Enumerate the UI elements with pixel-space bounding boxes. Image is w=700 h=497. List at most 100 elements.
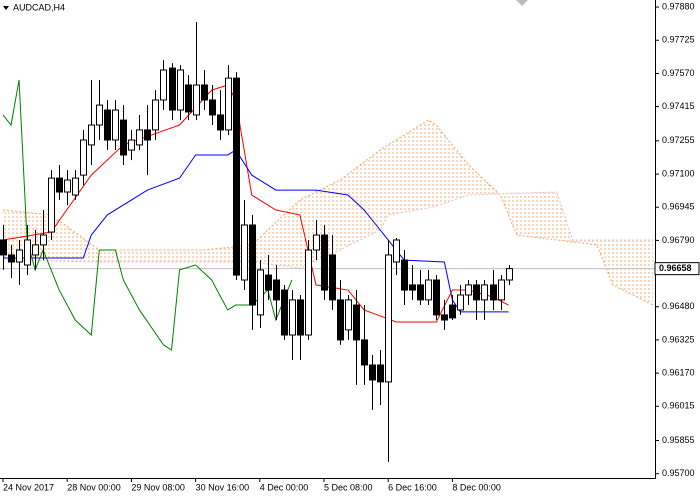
cloud-span-a bbox=[2, 119, 654, 306]
candle-body bbox=[193, 84, 200, 116]
cloud-span-b bbox=[2, 191, 653, 269]
candle-body bbox=[449, 304, 456, 319]
candle-body bbox=[490, 284, 497, 301]
candle-body bbox=[104, 109, 111, 141]
candle-body bbox=[64, 179, 71, 193]
y-tick-label: 0.97725 bbox=[662, 35, 695, 45]
y-tick-label: 0.97415 bbox=[662, 101, 695, 111]
candle-body bbox=[425, 279, 432, 301]
candle-body bbox=[0, 239, 7, 256]
x-tick-label: 6 Dec 16:00 bbox=[388, 482, 437, 492]
candle-body bbox=[393, 239, 400, 263]
candle-body bbox=[112, 109, 119, 141]
candle-body bbox=[144, 129, 151, 141]
candle-body bbox=[297, 299, 304, 336]
candle-body bbox=[249, 224, 256, 306]
y-tick-label: 0.96015 bbox=[662, 401, 695, 411]
y-tick-label: 0.96325 bbox=[662, 334, 695, 344]
candle-body bbox=[169, 67, 176, 111]
candle-body bbox=[473, 284, 480, 301]
candle-body bbox=[217, 114, 224, 131]
candle-body bbox=[273, 279, 280, 301]
cloud-layer bbox=[2, 119, 654, 306]
candle-body bbox=[481, 284, 488, 301]
y-tick-label: 0.97100 bbox=[662, 168, 695, 178]
candle-layer bbox=[0, 22, 513, 462]
candle-body bbox=[185, 84, 192, 113]
candle-body bbox=[361, 339, 368, 366]
candle-body bbox=[457, 294, 464, 311]
candle-body bbox=[369, 364, 376, 381]
y-tick-label: 0.96480 bbox=[662, 301, 695, 311]
candle-body bbox=[120, 119, 127, 156]
candle-body bbox=[80, 139, 87, 176]
candle-body bbox=[16, 249, 23, 263]
x-tick-label: 8 Dec 00:00 bbox=[452, 482, 501, 492]
candle-body bbox=[321, 234, 328, 291]
x-tick-label: 5 Dec 08:00 bbox=[324, 482, 373, 492]
y-tick-label: 0.97255 bbox=[662, 135, 695, 145]
candle-body bbox=[209, 99, 216, 116]
candle-body bbox=[56, 177, 63, 193]
symbol-menu-arrow[interactable] bbox=[3, 6, 9, 10]
candle-body bbox=[329, 254, 336, 301]
candle-body bbox=[289, 299, 296, 336]
candle-body bbox=[48, 177, 55, 233]
candle-body bbox=[72, 177, 79, 196]
candle-body bbox=[498, 279, 505, 301]
candle-body bbox=[233, 77, 240, 276]
candle-body bbox=[128, 139, 135, 151]
candle-body bbox=[337, 299, 344, 341]
indicator-line bbox=[3, 149, 509, 313]
candle-body bbox=[88, 124, 95, 146]
candle-body bbox=[177, 69, 184, 111]
x-tick-label: 28 Nov 00:00 bbox=[67, 482, 121, 492]
last-price-box bbox=[654, 262, 700, 276]
candle-body bbox=[417, 284, 424, 301]
indicator-line bbox=[2, 79, 293, 351]
x-tick-label: 30 Nov 16:00 bbox=[196, 482, 250, 492]
y-tick-label: 0.95855 bbox=[662, 435, 695, 445]
x-tick-label: 24 Nov 2017 bbox=[3, 482, 54, 492]
candle-body bbox=[32, 244, 39, 256]
candle-body bbox=[241, 224, 248, 281]
candle-body bbox=[24, 239, 31, 266]
candle-body bbox=[385, 254, 392, 383]
candle-body bbox=[152, 99, 159, 131]
candle-body bbox=[201, 84, 208, 101]
candle-body bbox=[506, 268, 513, 281]
candle-body bbox=[160, 69, 167, 101]
candle-body bbox=[409, 284, 416, 291]
cloud-fill bbox=[3, 120, 653, 306]
y-tick-label: 0.96170 bbox=[662, 367, 695, 377]
x-tick-label: 29 Nov 08:00 bbox=[131, 482, 185, 492]
candle-body bbox=[257, 269, 264, 316]
candle-body bbox=[465, 284, 472, 296]
candle-body bbox=[265, 274, 272, 291]
candle-body bbox=[40, 234, 47, 246]
x-tick-label: 4 Dec 00:00 bbox=[260, 482, 309, 492]
candle-body bbox=[313, 234, 320, 251]
chart-title: AUDCAD,H4 bbox=[13, 2, 65, 12]
y-tick-label: 0.97880 bbox=[662, 1, 695, 11]
shift-marker bbox=[516, 0, 528, 6]
candle-body bbox=[305, 249, 312, 336]
candle-body bbox=[96, 104, 103, 126]
y-tick-label: 0.96790 bbox=[662, 235, 695, 245]
candle-body bbox=[441, 314, 448, 321]
y-tick-label: 0.97570 bbox=[662, 68, 695, 78]
candle-body bbox=[281, 289, 288, 336]
candle-body bbox=[377, 364, 384, 383]
y-tick-label: 0.96945 bbox=[662, 202, 695, 212]
candle-body bbox=[8, 254, 15, 263]
last-price-label: 0.96658 bbox=[659, 263, 692, 273]
candle-body bbox=[353, 304, 360, 341]
candle-body bbox=[401, 259, 408, 291]
candle-body bbox=[136, 129, 143, 146]
candle-body bbox=[225, 77, 232, 131]
y-tick-label: 0.95700 bbox=[662, 468, 695, 478]
candle-body bbox=[433, 279, 440, 316]
